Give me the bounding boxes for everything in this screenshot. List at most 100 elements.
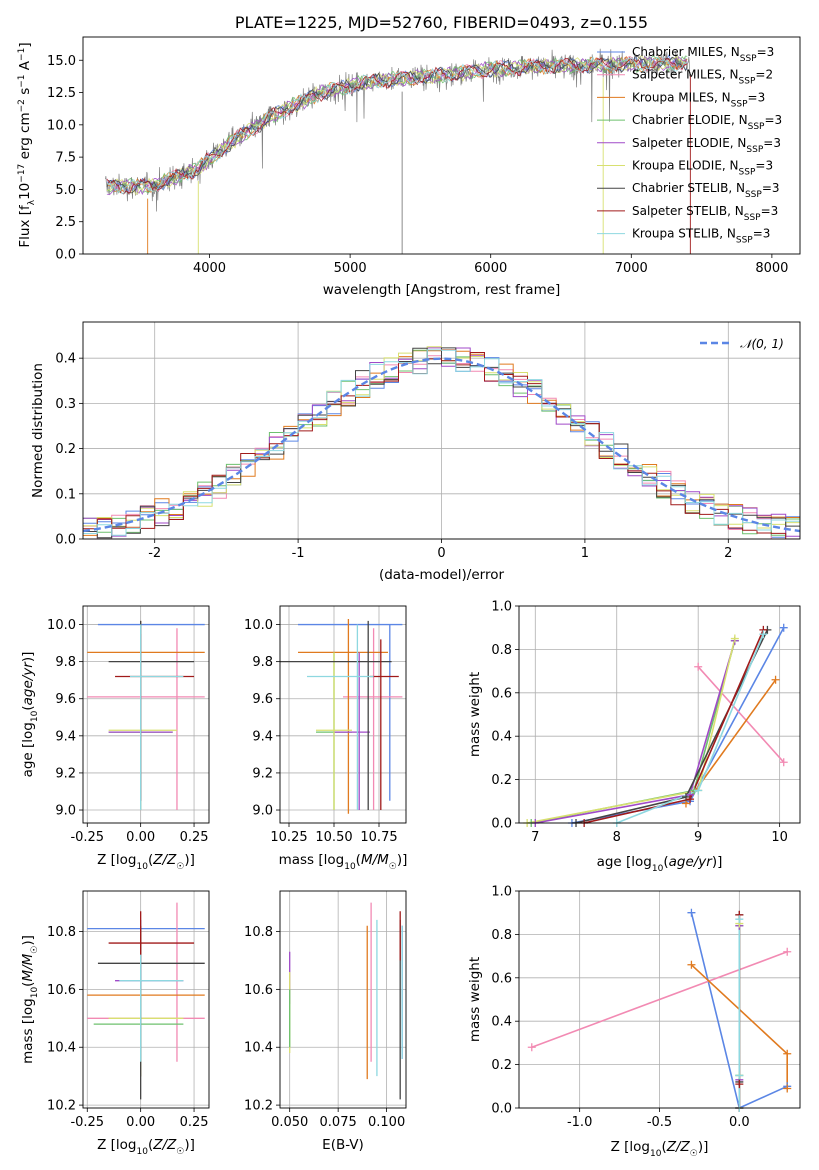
label-part: Z [log bbox=[97, 1137, 136, 1153]
legend-entry-label: 𝒩(0, 1) bbox=[740, 337, 784, 351]
mass-weight-marker bbox=[730, 634, 739, 643]
mass-weight-marker bbox=[779, 758, 788, 767]
legend-entry-label: Kroupa MILES, NSSP=3 bbox=[632, 90, 765, 109]
x-tick-label: 10.75 bbox=[360, 830, 397, 845]
mass-weight-line bbox=[531, 640, 736, 823]
residuals-panel: -2 -1 0 1 2 0.0 0.1 0.2 0.3 0.4 bbox=[55, 321, 801, 561]
gridlines bbox=[519, 605, 800, 824]
label-part: )] bbox=[397, 852, 408, 868]
y-tick-label: 10.6 bbox=[47, 983, 76, 998]
label-part: ( bbox=[20, 982, 36, 987]
mass-weight-marker bbox=[735, 1071, 744, 1080]
mass-weight-marker bbox=[527, 1043, 536, 1052]
label-part: Z [log bbox=[611, 1139, 650, 1155]
y-tick-label: 1.0 bbox=[491, 885, 512, 900]
y-tick-label: 10.6 bbox=[244, 983, 273, 998]
legend-entry-label: Chabrier ELODIE, NSSP=3 bbox=[632, 113, 782, 132]
label-part: Z/Z bbox=[666, 1139, 691, 1155]
y-tick-label: 0.0 bbox=[491, 1102, 512, 1117]
mass-weight-marker bbox=[686, 795, 695, 804]
plot-area bbox=[87, 620, 205, 811]
label-part: 10 bbox=[17, 183, 33, 200]
label-part: ] bbox=[17, 42, 33, 47]
x-tick-label: 6000 bbox=[474, 261, 507, 276]
gridlines bbox=[280, 606, 406, 823]
mass-weight-marker bbox=[759, 630, 768, 639]
label-part: )] bbox=[20, 652, 36, 663]
label-part: 10 bbox=[30, 710, 40, 722]
residual-histogram-step bbox=[83, 352, 800, 539]
x-axis-label: (data-model)/error bbox=[379, 567, 505, 583]
label-part: Kroupa ELODIE, N bbox=[632, 159, 739, 173]
x-tick-label: 10.50 bbox=[315, 830, 352, 845]
label-part: −1 bbox=[17, 48, 27, 61]
spectrum-panel: 4000 5000 6000 7000 8000 0.0 2.5 5.0 7.5 10.0 12.5… bbox=[47, 36, 801, 276]
x-axis-label: age [log10(age/yr)] bbox=[597, 854, 723, 874]
label-part: −1 bbox=[17, 74, 27, 87]
label-part: M/M bbox=[361, 852, 389, 868]
x-axis-label: E(B-V) bbox=[322, 1137, 364, 1153]
mass-weight-marker bbox=[779, 623, 788, 632]
label-part: ( bbox=[661, 1139, 666, 1155]
x-tick-label: -1.0 bbox=[567, 1115, 592, 1130]
label-part: SSP bbox=[731, 99, 748, 109]
axes-frame bbox=[82, 890, 210, 1109]
label-part: 10 bbox=[136, 862, 148, 872]
x-tick-label: 8000 bbox=[755, 261, 788, 276]
mass-weight-line bbox=[531, 951, 788, 1048]
x-tick-label: -2 bbox=[148, 546, 161, 561]
label-part: age/yr bbox=[20, 661, 36, 706]
x-axis-label: Z [log10(Z/Z☉)] bbox=[611, 1139, 709, 1159]
y-tick-label: 9.0 bbox=[252, 804, 273, 819]
label-part: SSP bbox=[745, 190, 762, 200]
mass-weight-line bbox=[697, 666, 785, 763]
y-axis-label: mass weight bbox=[467, 957, 483, 1042]
y-tick-label: 0.2 bbox=[491, 773, 512, 788]
label-part: Z/Z bbox=[152, 1137, 177, 1153]
axes-frame bbox=[518, 890, 801, 1109]
label-part: ☉ bbox=[176, 1147, 184, 1157]
label-part: =3 bbox=[757, 45, 775, 59]
legend-entry-label: Kroupa ELODIE, NSSP=3 bbox=[632, 159, 773, 178]
y-tick-label: 9.8 bbox=[55, 655, 76, 670]
model-spectrum-line bbox=[106, 55, 688, 195]
label-part: Chabrier STELIB, N bbox=[632, 181, 745, 195]
x-tick-label: -0.25 bbox=[70, 830, 104, 845]
y-axis-label: Normed distribution bbox=[30, 363, 46, 498]
y-axis-label: age [log10(age/yr)] bbox=[20, 652, 40, 778]
y-tick-label: 12.5 bbox=[47, 86, 76, 101]
label-part: SSP bbox=[740, 54, 757, 64]
label-part: mass [log bbox=[279, 852, 345, 868]
y-tick-label: 9.2 bbox=[252, 766, 273, 781]
mass-weight-marker bbox=[783, 1049, 792, 1058]
label-part: ( bbox=[663, 854, 668, 870]
label-part: )] bbox=[712, 854, 723, 870]
x-tick-label: 0.100 bbox=[368, 1115, 405, 1130]
label-part: s bbox=[17, 88, 33, 99]
plot-area bbox=[105, 48, 691, 254]
label-part: ☉ bbox=[30, 946, 40, 954]
chart-title: PLATE=1225, MJD=52760, FIBERID=0493, z=0… bbox=[235, 13, 648, 32]
label-part: SSP bbox=[736, 236, 753, 246]
label-part: E(B-V) bbox=[322, 1137, 364, 1153]
y-tick-label: 0.4 bbox=[491, 1015, 512, 1030]
x-tick-label: 4000 bbox=[193, 261, 226, 276]
y-tick-label: 0.2 bbox=[55, 442, 76, 457]
axes-frame bbox=[82, 605, 210, 824]
y-tick-label: 0.8 bbox=[491, 643, 512, 658]
residual-histogram-step bbox=[83, 349, 800, 539]
x-tick-label: -1 bbox=[292, 546, 305, 561]
label-part: 10 bbox=[136, 1147, 148, 1157]
label-part: =3 bbox=[755, 159, 773, 173]
x-tick-label: 0 bbox=[437, 546, 445, 561]
y-tick-label: 1.0 bbox=[491, 600, 512, 615]
mass-weight-marker bbox=[783, 1084, 792, 1093]
label-part: −2 bbox=[17, 99, 27, 112]
label-part: mass [log bbox=[20, 998, 36, 1064]
legend-entry-label: Salpeter MILES, NSSP=2 bbox=[632, 68, 773, 87]
age_vs_mass-panel: 10.25 10.50 10.75 9.0 9.2 9.4 9.6 9.8 10.0 bbox=[244, 605, 407, 845]
y-tick-label: 9.4 bbox=[252, 729, 273, 744]
y-tick-label: 9.4 bbox=[55, 729, 76, 744]
mass_vs_Z-panel: -0.25 0.00 0.25 10.2 10.4 10.6 10.8 bbox=[47, 890, 210, 1130]
